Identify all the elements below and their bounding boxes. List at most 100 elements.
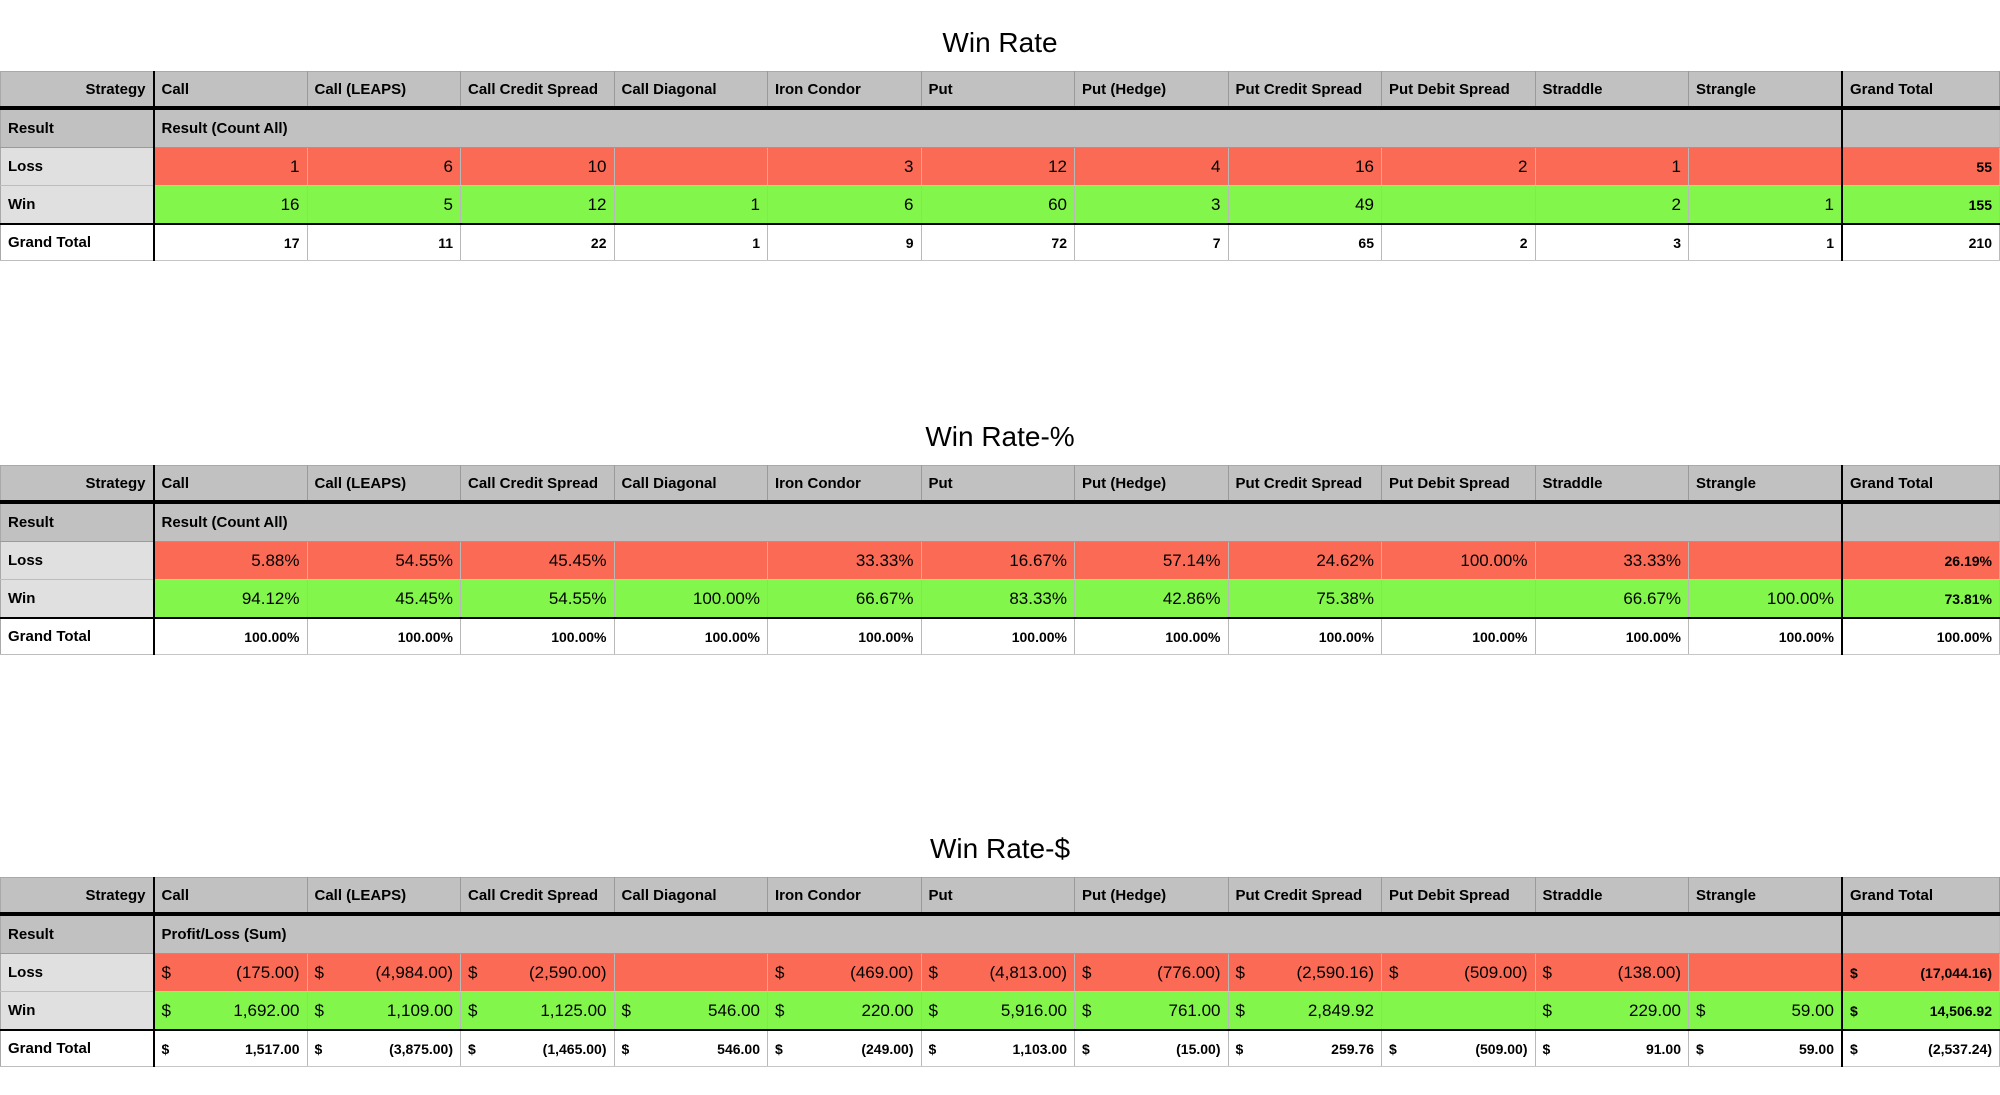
cell-loss-straddle[interactable]: $ (138.00) [1535, 953, 1689, 992]
column-header-call[interactable]: Call [153, 877, 308, 916]
cell-win-put-credit-spread[interactable]: $2,849.92 [1228, 991, 1382, 1031]
column-header-call-diagonal[interactable]: Call Diagonal [614, 71, 768, 110]
cell-win-grand-total[interactable]: $14,506.92 [1841, 991, 2000, 1031]
cell-grand-total-call-credit-spread[interactable]: 100.00% [460, 617, 615, 655]
cell-win-strangle[interactable]: 1 [1688, 185, 1843, 225]
row-label-grand-total[interactable]: Grand Total [0, 1029, 155, 1067]
column-header-call-diagonal[interactable]: Call Diagonal [614, 465, 768, 504]
cell-grand-total-call-leaps[interactable]: $ (3,875.00) [307, 1029, 461, 1067]
cell-win-put-debit-spread[interactable] [1381, 991, 1536, 1031]
cell-win-put-hedge[interactable]: $761.00 [1074, 991, 1229, 1031]
column-header-strangle[interactable]: Strangle [1688, 71, 1843, 110]
column-header-strategy[interactable]: Strategy [0, 71, 155, 110]
cell-win-put-debit-spread[interactable] [1381, 579, 1536, 619]
cell-loss-put-hedge[interactable]: 57.14% [1074, 541, 1229, 580]
cell-win-call-diagonal[interactable]: 1 [614, 185, 768, 225]
cell-loss-call-diagonal[interactable] [614, 953, 768, 992]
cell-win-call-leaps[interactable]: 5 [307, 185, 461, 225]
column-header-put-hedge[interactable]: Put (Hedge) [1074, 465, 1229, 504]
column-header-strangle[interactable]: Strangle [1688, 465, 1843, 504]
column-header-iron-condor[interactable]: Iron Condor [767, 71, 922, 110]
column-header-grand-total[interactable]: Grand Total [1841, 465, 2000, 504]
cell-win-grand-total[interactable]: 155 [1841, 185, 2000, 225]
cell-grand-total-straddle[interactable]: 100.00% [1535, 617, 1689, 655]
column-header-call-leaps[interactable]: Call (LEAPS) [307, 71, 461, 110]
result-grand-total-cell[interactable] [1841, 914, 2000, 954]
cell-loss-call[interactable]: 5.88% [153, 541, 308, 580]
row-label-loss[interactable]: Loss [0, 953, 155, 992]
cell-win-straddle[interactable]: 66.67% [1535, 579, 1689, 619]
cell-loss-grand-total[interactable]: $ (17,044.16) [1841, 953, 2000, 992]
column-header-put-debit-spread[interactable]: Put Debit Spread [1381, 71, 1536, 110]
cell-grand-total-strangle[interactable]: $59.00 [1688, 1029, 1843, 1067]
cell-grand-total-call-credit-spread[interactable]: 22 [460, 223, 615, 261]
cell-grand-total-put-credit-spread[interactable]: 65 [1228, 223, 1382, 261]
column-header-call-credit-spread[interactable]: Call Credit Spread [460, 71, 615, 110]
column-header-strangle[interactable]: Strangle [1688, 877, 1843, 916]
cell-loss-call-diagonal[interactable] [614, 147, 768, 186]
cell-grand-total-strangle[interactable]: 1 [1688, 223, 1843, 261]
cell-loss-grand-total[interactable]: 55 [1841, 147, 2000, 186]
cell-grand-total-grand-total[interactable]: $ (2,537.24) [1841, 1029, 2000, 1067]
column-header-put-credit-spread[interactable]: Put Credit Spread [1228, 877, 1382, 916]
cell-win-put-hedge[interactable]: 3 [1074, 185, 1229, 225]
cell-grand-total-put-credit-spread[interactable]: $259.76 [1228, 1029, 1382, 1067]
cell-win-call-credit-spread[interactable]: $1,125.00 [460, 991, 615, 1031]
cell-grand-total-put-credit-spread[interactable]: 100.00% [1228, 617, 1382, 655]
cell-win-call[interactable]: 94.12% [153, 579, 308, 619]
cell-win-call[interactable]: $1,692.00 [153, 991, 308, 1031]
cell-grand-total-grand-total[interactable]: 100.00% [1841, 617, 2000, 655]
column-header-call-credit-spread[interactable]: Call Credit Spread [460, 877, 615, 916]
cell-grand-total-straddle[interactable]: $91.00 [1535, 1029, 1689, 1067]
cell-win-call-leaps[interactable]: $1,109.00 [307, 991, 461, 1031]
column-header-call-leaps[interactable]: Call (LEAPS) [307, 877, 461, 916]
cell-grand-total-put[interactable]: 100.00% [921, 617, 1075, 655]
cell-grand-total-call-diagonal[interactable]: 100.00% [614, 617, 768, 655]
cell-grand-total-iron-condor[interactable]: $ (249.00) [767, 1029, 922, 1067]
cell-win-call-credit-spread[interactable]: 12 [460, 185, 615, 225]
cell-loss-put-credit-spread[interactable]: $ (2,590.16) [1228, 953, 1382, 992]
column-header-call[interactable]: Call [153, 465, 308, 504]
row-label-result[interactable]: Result [0, 502, 155, 542]
cell-win-call-leaps[interactable]: 45.45% [307, 579, 461, 619]
cell-win-put-hedge[interactable]: 42.86% [1074, 579, 1229, 619]
cell-loss-put[interactable]: 16.67% [921, 541, 1075, 580]
cell-loss-call-credit-spread[interactable]: 10 [460, 147, 615, 186]
result-grand-total-cell[interactable] [1841, 502, 2000, 542]
cell-grand-total-call-diagonal[interactable]: 1 [614, 223, 768, 261]
cell-grand-total-call[interactable]: 100.00% [153, 617, 308, 655]
cell-win-call-diagonal[interactable]: 100.00% [614, 579, 768, 619]
cell-win-iron-condor[interactable]: $220.00 [767, 991, 922, 1031]
cell-win-strangle[interactable]: $59.00 [1688, 991, 1843, 1031]
column-header-iron-condor[interactable]: Iron Condor [767, 877, 922, 916]
aggregation-label[interactable]: Profit/Loss (Sum) [153, 914, 1843, 954]
cell-win-call[interactable]: 16 [153, 185, 308, 225]
cell-win-put-credit-spread[interactable]: 49 [1228, 185, 1382, 225]
cell-loss-put-credit-spread[interactable]: 16 [1228, 147, 1382, 186]
aggregation-label[interactable]: Result (Count All) [153, 502, 1843, 542]
column-header-iron-condor[interactable]: Iron Condor [767, 465, 922, 504]
cell-win-put[interactable]: $5,916.00 [921, 991, 1075, 1031]
cell-grand-total-put-debit-spread[interactable]: 2 [1381, 223, 1536, 261]
cell-grand-total-call[interactable]: $1,517.00 [153, 1029, 308, 1067]
cell-loss-call-leaps[interactable]: $ (4,984.00) [307, 953, 461, 992]
cell-grand-total-call-leaps[interactable]: 11 [307, 223, 461, 261]
cell-win-strangle[interactable]: 100.00% [1688, 579, 1843, 619]
column-header-put[interactable]: Put [921, 71, 1075, 110]
cell-loss-straddle[interactable]: 33.33% [1535, 541, 1689, 580]
cell-loss-put[interactable]: $ (4,813.00) [921, 953, 1075, 992]
cell-loss-put-debit-spread[interactable]: $ (509.00) [1381, 953, 1536, 992]
column-header-straddle[interactable]: Straddle [1535, 877, 1689, 916]
cell-grand-total-call-leaps[interactable]: 100.00% [307, 617, 461, 655]
column-header-put-debit-spread[interactable]: Put Debit Spread [1381, 877, 1536, 916]
cell-loss-call[interactable]: $ (175.00) [153, 953, 308, 992]
cell-loss-strangle[interactable] [1688, 541, 1843, 580]
column-header-put-hedge[interactable]: Put (Hedge) [1074, 877, 1229, 916]
aggregation-label[interactable]: Result (Count All) [153, 108, 1843, 148]
cell-loss-put-hedge[interactable]: $ (776.00) [1074, 953, 1229, 992]
cell-win-call-diagonal[interactable]: $546.00 [614, 991, 768, 1031]
row-label-result[interactable]: Result [0, 108, 155, 148]
column-header-put-credit-spread[interactable]: Put Credit Spread [1228, 465, 1382, 504]
cell-grand-total-put-hedge[interactable]: 7 [1074, 223, 1229, 261]
cell-win-call-credit-spread[interactable]: 54.55% [460, 579, 615, 619]
